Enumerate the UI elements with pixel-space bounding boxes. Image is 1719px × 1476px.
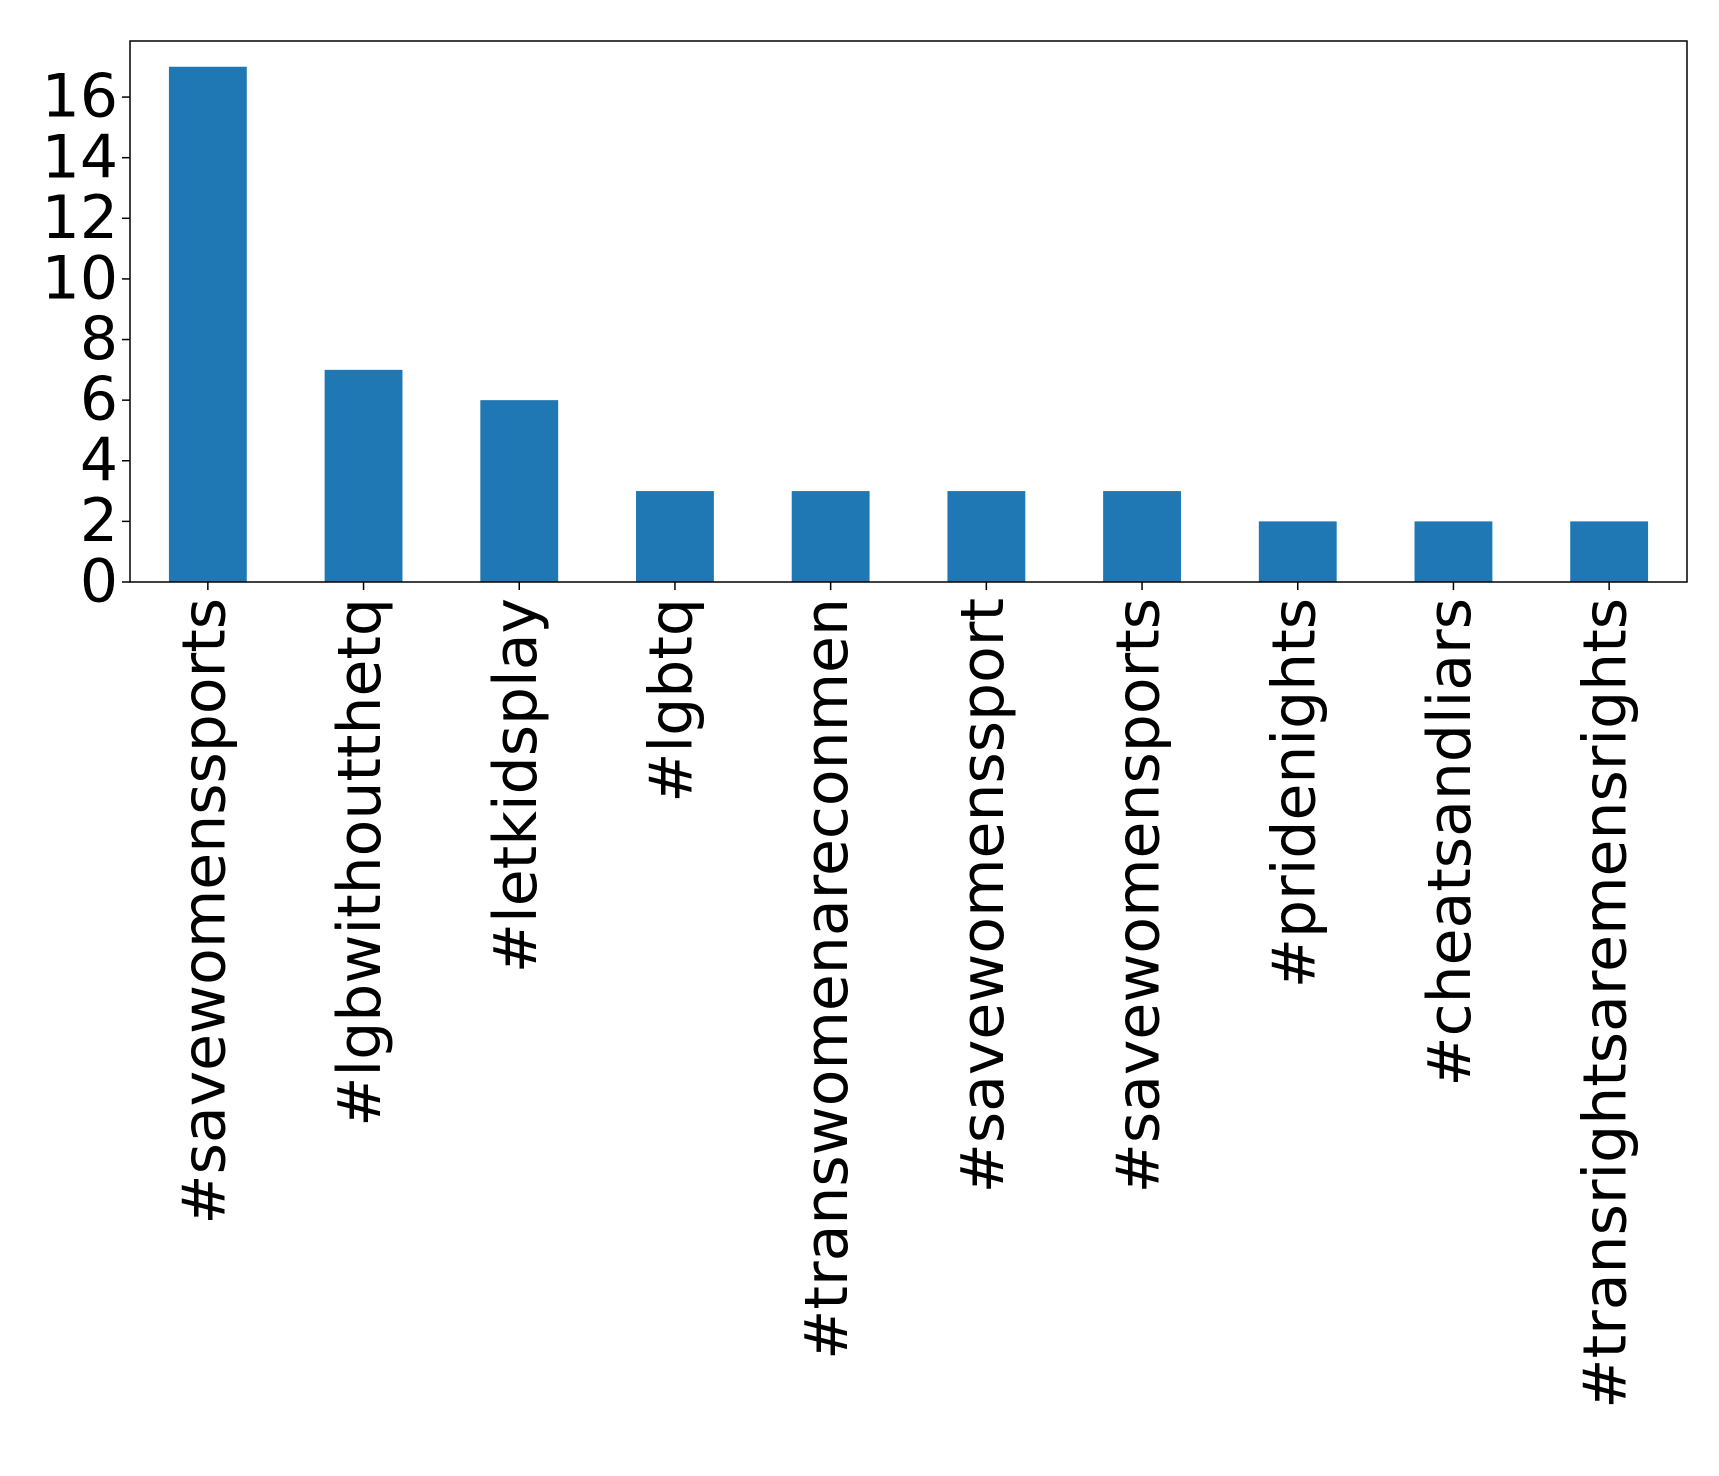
y-tick-label: 16 (42, 62, 118, 132)
y-tick-label: 10 (42, 244, 118, 314)
x-tick-label: #transwomenareconmen (792, 598, 862, 1360)
y-tick-label: 12 (42, 183, 118, 253)
bar (168, 66, 247, 582)
y-tick-label: 2 (80, 486, 118, 556)
bar (1570, 521, 1649, 582)
x-tick-label: #savewomenssports (169, 598, 239, 1225)
x-tick-label: #cheatsandliars (1415, 598, 1485, 1087)
bar (791, 491, 870, 582)
y-tick-label: 6 (80, 365, 118, 435)
x-tick-label: #savewomenssport (948, 598, 1018, 1193)
x-tick-label: #savewomensports (1104, 598, 1174, 1193)
bar (480, 400, 559, 582)
bar (1258, 521, 1337, 582)
x-tick-label: #lgbwithoutthetq (325, 598, 395, 1127)
x-tick-label: #lgbtq (637, 598, 707, 803)
x-tick-label: #pridenights (1259, 598, 1329, 988)
bar (947, 491, 1026, 582)
y-tick-label: 0 (80, 547, 118, 617)
y-tick-label: 14 (42, 122, 118, 192)
x-tick-label: #letkidsplay (481, 598, 551, 973)
bar (324, 369, 403, 582)
x-tick-label: #transrightsaremensrights (1571, 598, 1641, 1409)
plot-frame (129, 40, 1688, 583)
y-tick-label: 4 (80, 425, 118, 495)
bar (1414, 521, 1493, 582)
bar (1103, 491, 1181, 582)
y-tick-label: 8 (80, 304, 118, 374)
bar (636, 491, 714, 582)
